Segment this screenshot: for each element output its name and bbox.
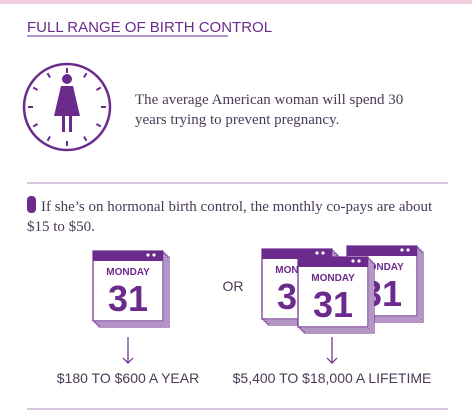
calendar-date: 31 <box>108 278 148 319</box>
calendar-header <box>347 246 417 256</box>
copay-text: If she’s on hormonal birth control, the … <box>27 199 433 235</box>
clock-icon <box>22 62 112 152</box>
ring <box>146 253 150 257</box>
calendar-day: MONDAY <box>311 273 355 284</box>
calendar-date: 31 <box>313 284 353 325</box>
clock-tick <box>95 123 102 128</box>
clock-tick <box>46 135 51 142</box>
ring <box>357 259 361 263</box>
ring <box>315 251 319 255</box>
ring <box>152 253 156 257</box>
clock-tick <box>46 72 51 79</box>
ring <box>321 251 325 255</box>
calendar-body <box>297 256 369 328</box>
ring <box>400 248 404 252</box>
ring <box>406 248 410 252</box>
ring <box>351 259 355 263</box>
year-cost: $180 TO $600 A YEAR <box>57 370 199 386</box>
calendar-day: MONDAY <box>360 262 404 273</box>
calendar-day: MONDAY <box>275 265 319 276</box>
calendar-header <box>298 257 368 267</box>
clock-tick <box>83 72 88 79</box>
calendar-day: MONDAY <box>106 267 150 278</box>
clock-tick <box>32 123 39 128</box>
clock-tick <box>32 86 39 91</box>
calendar-header <box>93 251 163 261</box>
or-label: OR <box>223 278 244 294</box>
clock-tick <box>83 135 88 142</box>
clock-tick <box>95 86 102 91</box>
arrows <box>122 337 338 364</box>
calendar-header <box>262 249 332 259</box>
calendar-body <box>92 250 164 322</box>
intro-text: The average American woman will spend 30… <box>135 92 404 128</box>
lifetime-cost: $5,400 TO $18,000 A LIFETIME <box>233 370 432 386</box>
bullet <box>27 196 36 213</box>
title: FULL RANGE OF BIRTH CONTROL <box>27 19 272 36</box>
top-strip <box>0 0 472 4</box>
